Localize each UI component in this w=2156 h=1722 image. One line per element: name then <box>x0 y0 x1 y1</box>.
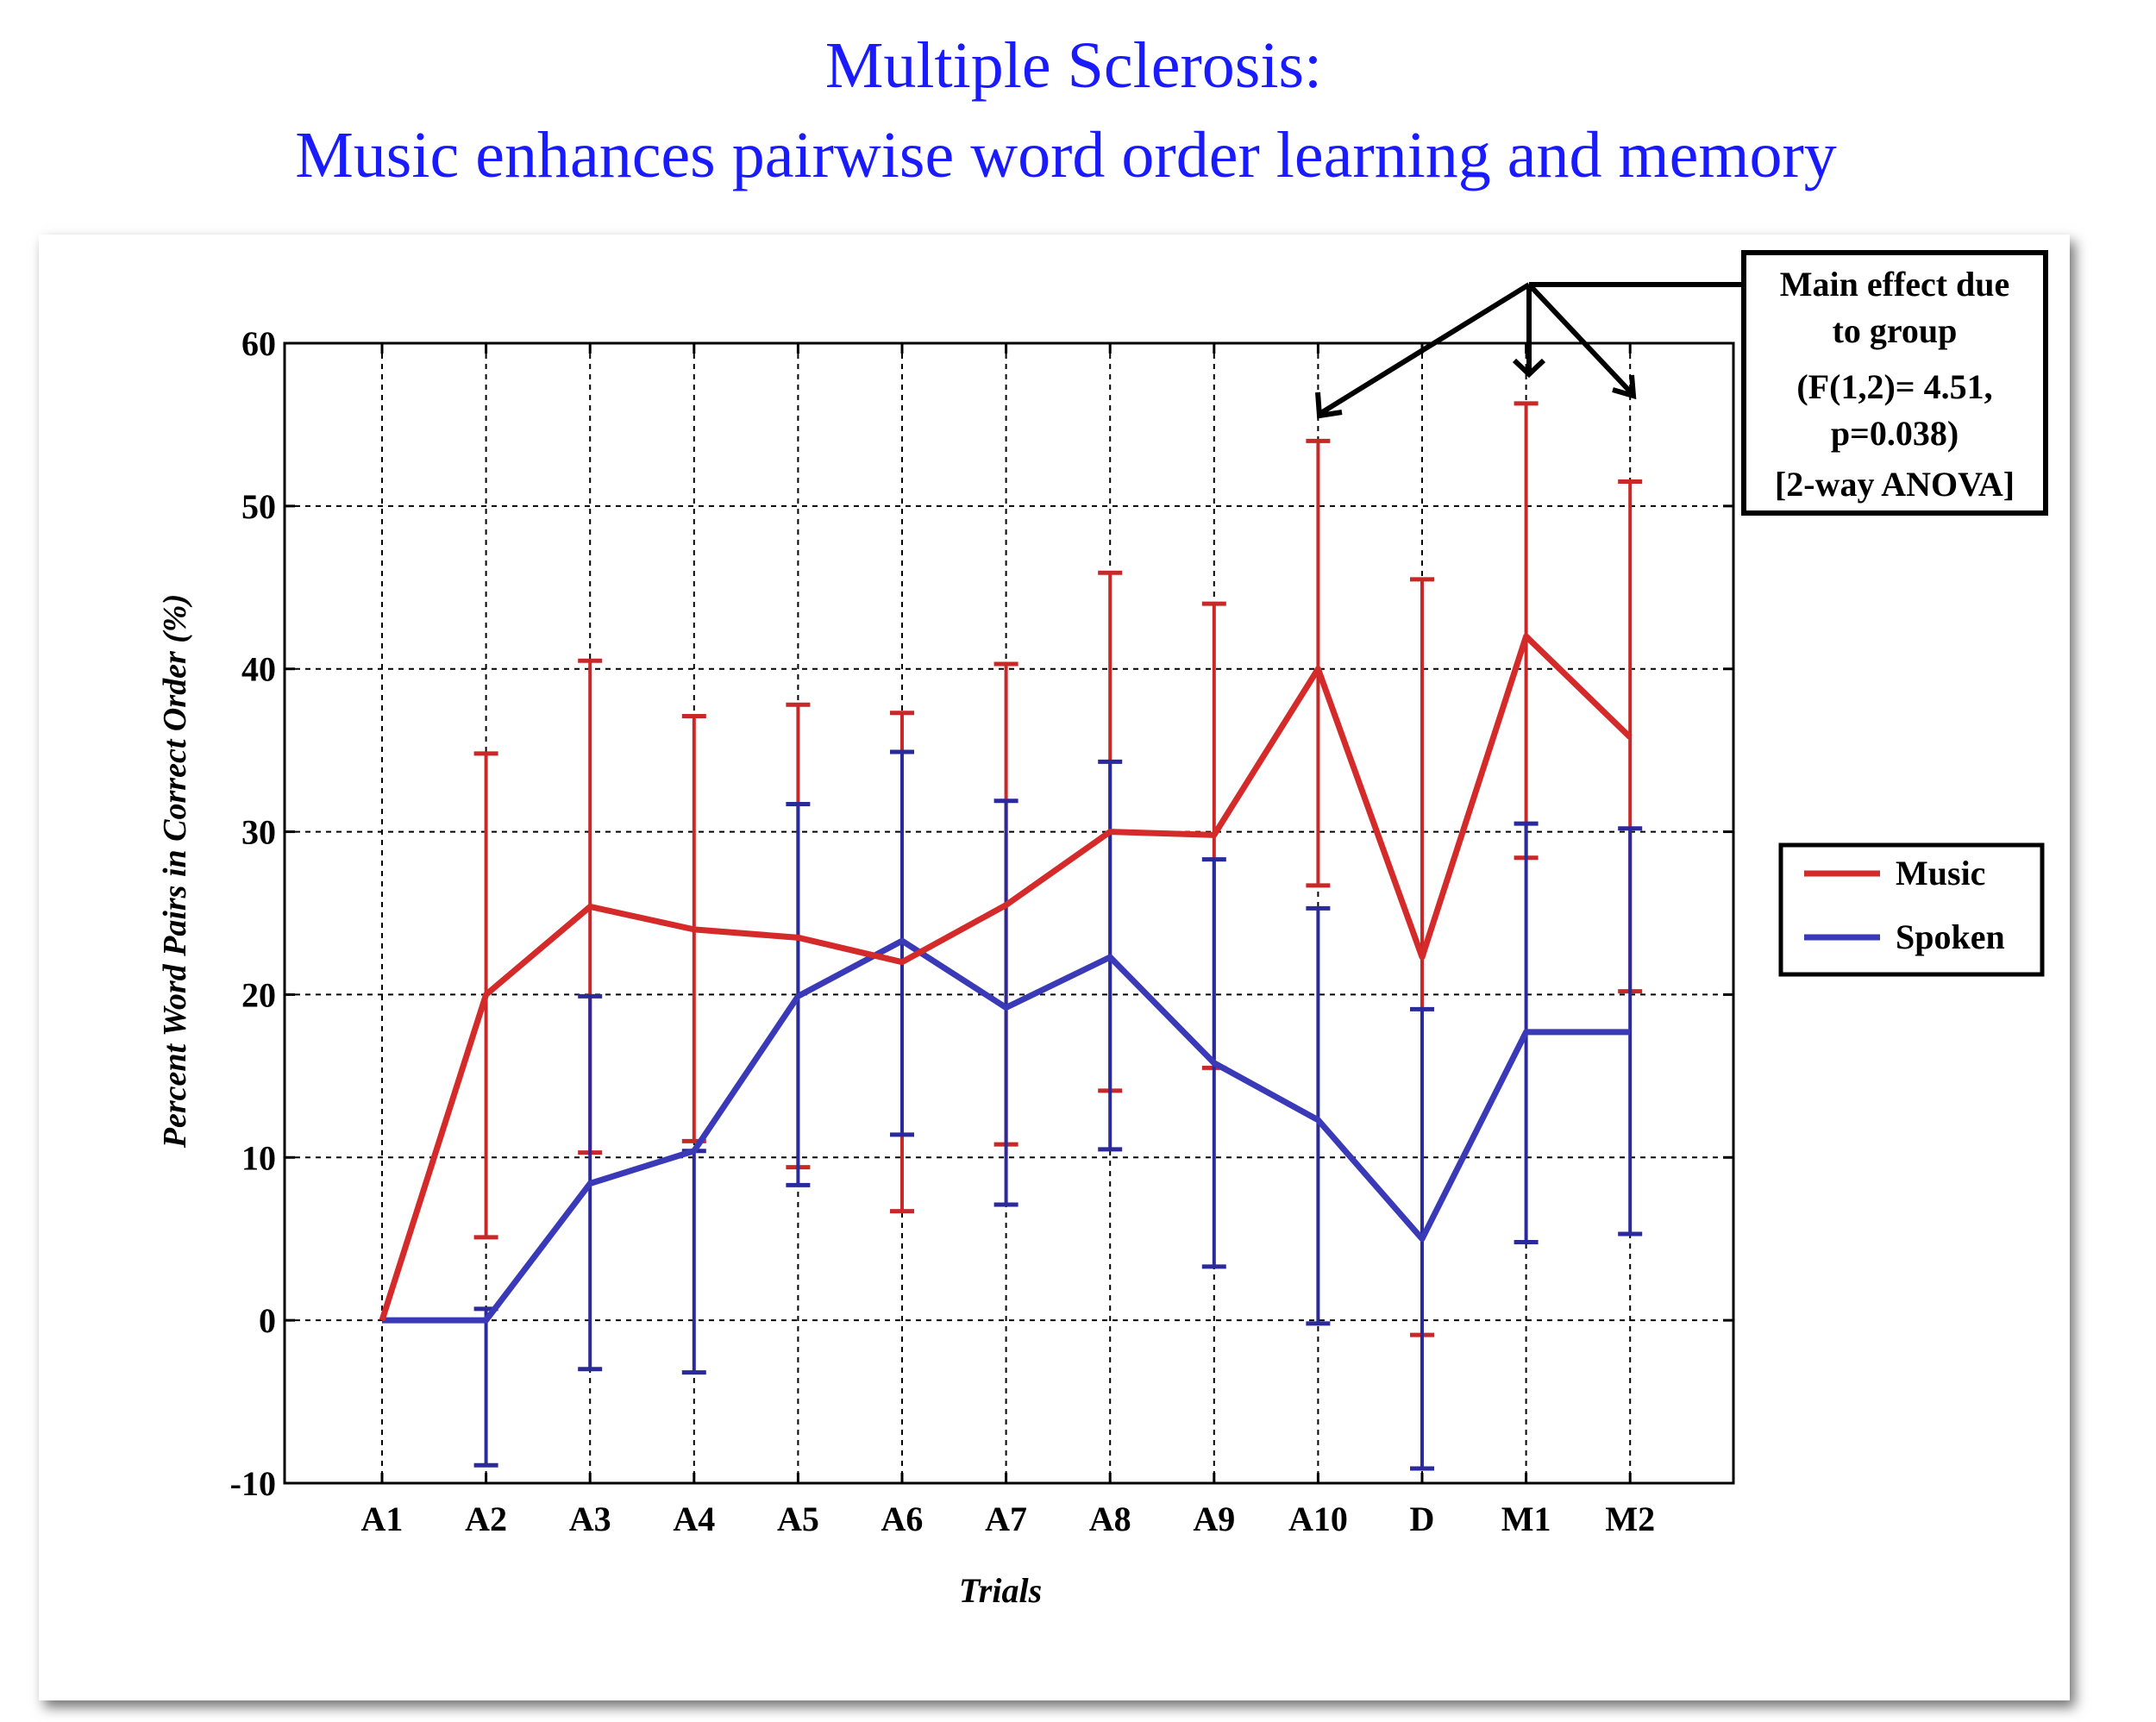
x-tick-label: A3 <box>569 1500 611 1538</box>
x-tick-label: A1 <box>361 1500 404 1538</box>
x-tick-label: A10 <box>1288 1500 1348 1538</box>
x-tick-label: A2 <box>465 1500 507 1538</box>
annotation-line: p=0.038) <box>1831 414 1959 453</box>
chart-panel <box>39 235 2070 1700</box>
legend-label-spoken: Spoken <box>1896 917 2005 956</box>
x-tick-label: D <box>1410 1500 1435 1538</box>
x-tick-label: A4 <box>673 1500 715 1538</box>
y-tick-label: 60 <box>241 324 276 363</box>
y-tick-label: 30 <box>241 813 276 852</box>
x-tick-label: A8 <box>1089 1500 1131 1538</box>
series-line-spoken <box>382 937 1631 1324</box>
grid-lines <box>285 343 1733 1483</box>
y-tick-label: 50 <box>241 487 276 526</box>
anova-annotation: Main effect due to group (F(1,2)= 4.51, p=0… <box>1315 250 2048 516</box>
y-tick-label: 10 <box>241 1138 276 1177</box>
x-axis-ticks: A1 A2 A3 A4 A5 A6 A7 A8 A9 A10 D M1 M2 <box>361 343 1655 1538</box>
x-tick-label: A9 <box>1193 1500 1235 1538</box>
annotation-line: to group <box>1833 311 1958 350</box>
annotation-line: Main effect due <box>1780 265 2010 304</box>
data-lines <box>379 633 1633 1324</box>
x-tick-label: M2 <box>1605 1500 1655 1538</box>
y-axis-ticks: -10 0 10 20 30 40 50 60 <box>230 324 1733 1503</box>
y-tick-label: 20 <box>241 975 276 1014</box>
error-bars <box>473 401 1643 1471</box>
y-tick-label: 40 <box>241 650 276 689</box>
annotation-line: [2-way ANOVA] <box>1775 465 2015 504</box>
y-tick-label: 0 <box>259 1301 276 1340</box>
y-axis-label: Percent Word Pairs in Correct Order (%) <box>157 594 193 1149</box>
annotation-line: (F(1,2)= 4.51, <box>1796 367 1992 406</box>
page-title-line2: Music enhances pairwise word order learn… <box>295 119 1837 191</box>
y-tick-label: -10 <box>230 1464 276 1503</box>
axes <box>283 341 1735 1485</box>
x-tick-label: A6 <box>881 1500 924 1538</box>
series-line-music <box>379 633 1633 1322</box>
arrow-icons <box>1315 282 1744 419</box>
x-tick-label: A5 <box>777 1500 819 1538</box>
page-title-line1: Multiple Sclerosis: <box>824 29 1323 102</box>
x-tick-label: A7 <box>985 1500 1027 1538</box>
plot-frame <box>283 341 1735 1485</box>
x-axis-label: Trials <box>959 1571 1042 1610</box>
x-tick-label: M1 <box>1501 1500 1551 1538</box>
legend: Music Spoken <box>1778 842 2045 977</box>
legend-label-music: Music <box>1896 854 1985 892</box>
